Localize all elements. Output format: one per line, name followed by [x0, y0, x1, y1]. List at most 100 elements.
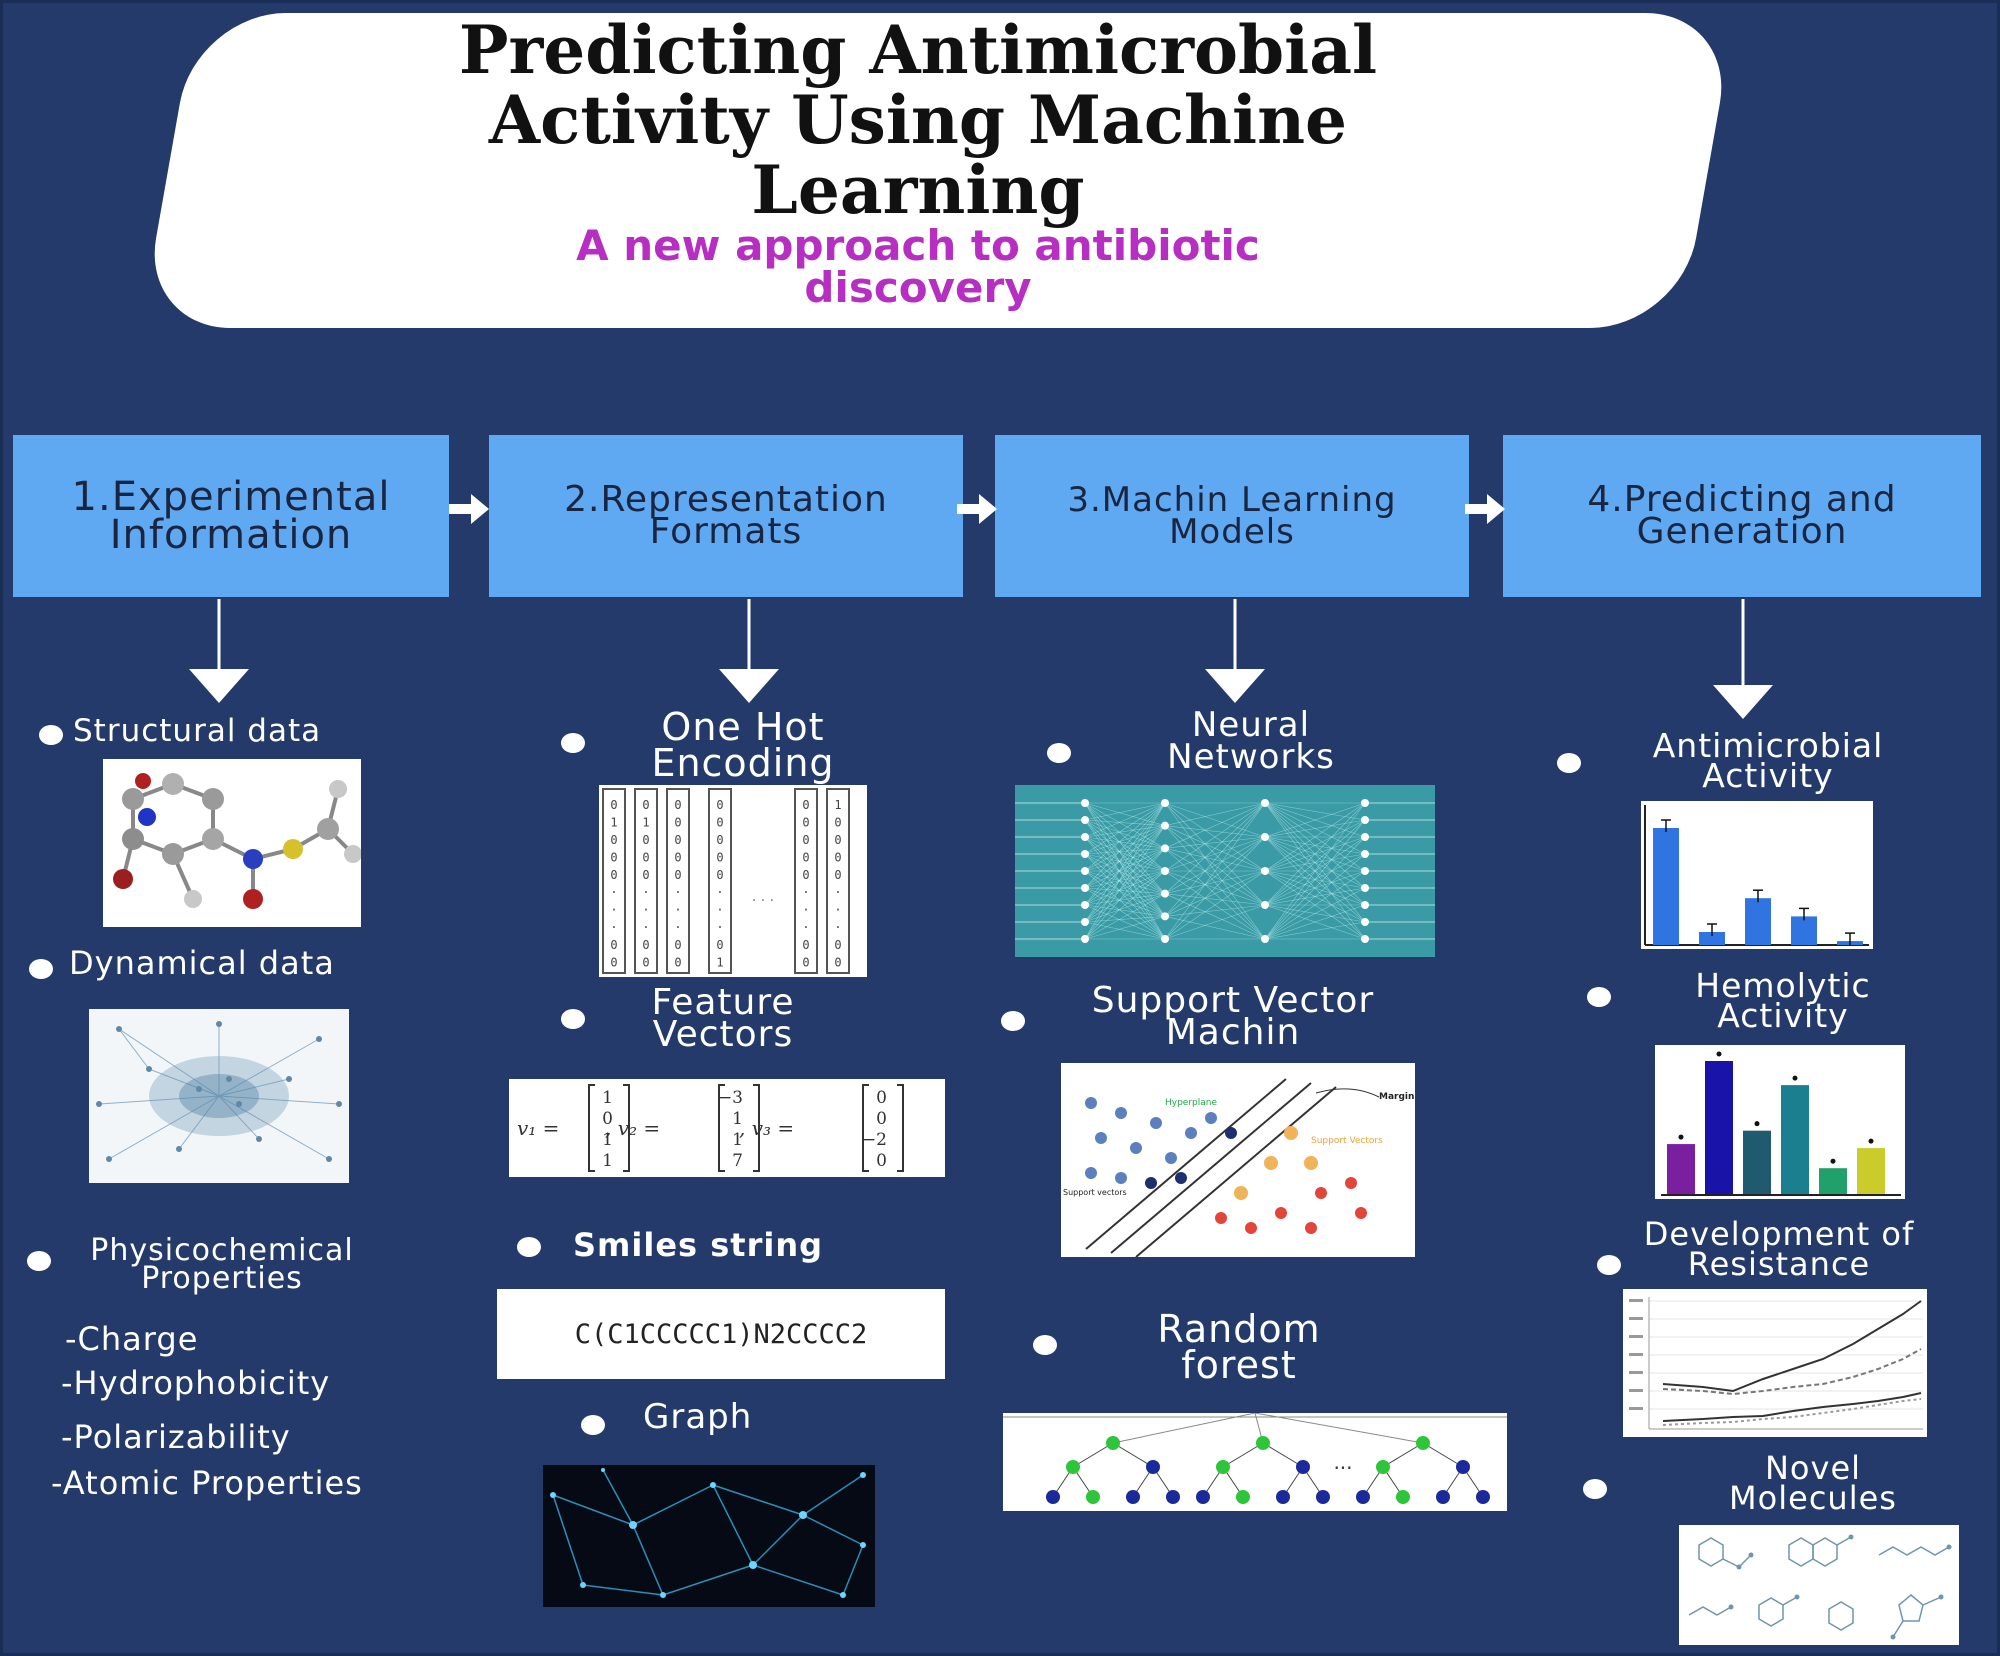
antimicrobial-bar-chart: [1641, 801, 1873, 949]
feature-vectors-label: Feature Vectors: [593, 985, 853, 1055]
poster-title: Predicting Antimicrobial Activity Using …: [253, 15, 1583, 225]
nn-node: [1361, 799, 1369, 807]
one-hot-cell: 0: [610, 798, 617, 812]
rf-node: [1166, 1490, 1180, 1504]
nn-edge: [1084, 819, 1166, 849]
nn-edge: [1084, 802, 1166, 889]
svm-hyperplane-text: Hyperplane: [1165, 1098, 1217, 1108]
rf-root-edge: [1254, 1413, 1424, 1444]
vector-element: 0: [876, 1109, 887, 1129]
one-hot-cell: 0: [642, 956, 649, 970]
rf-node: [1126, 1490, 1140, 1504]
rf-node: [1356, 1490, 1370, 1504]
one-hot-cell: 0: [610, 868, 617, 882]
one-hot-cell: ·: [674, 903, 681, 917]
nn-edge: [1084, 848, 1166, 906]
physico-line-2: Properties: [141, 1261, 303, 1296]
step-box-experimental: 1.Experimental Information: [13, 435, 449, 597]
hem-marker: [1754, 1121, 1760, 1127]
one-hot-cell: 1: [642, 816, 649, 830]
one-hot-cell: 0: [802, 798, 809, 812]
nn-edge: [1264, 802, 1366, 906]
novel-line-2: Molecules: [1729, 1479, 1897, 1517]
rf-node: [1436, 1490, 1450, 1504]
feature-line-2: Vectors: [652, 1014, 794, 1055]
smiles-string-label: Smiles string: [573, 1226, 823, 1264]
nn-edge: [1084, 825, 1166, 872]
nn-edge: [1264, 870, 1366, 940]
nn-edge: [1264, 836, 1366, 940]
nn-edge: [1084, 819, 1166, 826]
vector-element: 1: [732, 1130, 743, 1150]
bullet: [517, 1237, 541, 1257]
nn-node: [1081, 816, 1089, 824]
nn-node: [1161, 935, 1169, 943]
res-line-1: Development of: [1643, 1215, 1915, 1253]
nn-edge: [1264, 802, 1366, 821]
nn-edge: [1084, 848, 1166, 923]
svm-support-vectors-left-text: Support vectors: [1063, 1188, 1127, 1197]
rf-node: [1416, 1436, 1430, 1450]
nn-edge: [1164, 802, 1266, 917]
hem-line-2: Activity: [1717, 996, 1849, 1035]
one-hot-cell: 1: [834, 798, 841, 812]
one-hot-cell: 0: [802, 938, 809, 952]
one-hot-cell: ·: [802, 903, 809, 917]
one-hot-cell: ·: [716, 903, 723, 917]
one-hot-cell: 0: [834, 833, 841, 847]
one-hot-cell: ·: [834, 921, 841, 935]
one-hot-cell: 0: [642, 868, 649, 882]
title-line-2: Activity Using Machine: [488, 81, 1348, 159]
nn-edge: [1264, 853, 1366, 940]
am-bar: [1791, 916, 1817, 945]
one-hot-cell: 0: [674, 938, 681, 952]
poster-subtitle: A new approach to antibiotic discovery: [303, 225, 1533, 309]
nn-node: [1361, 833, 1369, 841]
nn-edge: [1084, 870, 1166, 923]
nn-edge: [1084, 825, 1166, 906]
nn-edge: [1084, 887, 1166, 917]
one-hot-cell: 0: [802, 956, 809, 970]
bullet: [581, 1415, 605, 1435]
nn-edge: [1084, 802, 1166, 838]
vector-element: 7: [732, 1151, 743, 1171]
rf-line-2: forest: [1181, 1343, 1297, 1387]
nn-node: [1361, 816, 1369, 824]
hem-bar: [1705, 1061, 1733, 1195]
step-box-ml-models: 3.Machin Learning Models: [995, 435, 1469, 597]
nn-edge: [1084, 887, 1166, 940]
property-polarizability: -Polarizability: [61, 1418, 291, 1456]
one-hot-cell: ·: [610, 903, 617, 917]
nn-edge: [1164, 802, 1266, 849]
vector-name: v₁ =: [517, 1116, 559, 1140]
bullet: [39, 725, 63, 745]
nn-node: [1261, 901, 1269, 909]
rf-node: [1376, 1460, 1390, 1474]
down-arrow-icon: [189, 599, 249, 703]
one-hot-label: One Hot Encoding: [603, 708, 883, 782]
hem-bar: [1819, 1168, 1847, 1195]
graph-network-image: [543, 1465, 875, 1607]
one-hot-cell: ·: [834, 886, 841, 900]
novel-line-1: Novel: [1764, 1449, 1862, 1487]
property-atomic: -Atomic Properties: [51, 1464, 363, 1502]
one-hot-cell: 0: [610, 851, 617, 865]
nn-node: [1361, 935, 1369, 943]
nn-edge: [1084, 848, 1166, 940]
rf-ellipsis: ···: [1333, 1456, 1352, 1480]
vector-name: , v₃ =: [739, 1116, 794, 1140]
right-arrow-icon: [1465, 494, 1505, 524]
smiles-string-box: C(C1CCCCC1)N2CCCC2: [497, 1289, 945, 1379]
one-hot-cell: 0: [674, 851, 681, 865]
hem-marker: [1868, 1138, 1874, 1144]
nn-edge: [1164, 904, 1266, 917]
nn-line-2: Networks: [1167, 737, 1335, 777]
one-hot-cell: ·: [716, 886, 723, 900]
hem-marker: [1678, 1134, 1684, 1140]
physicochemical-label: Physicochemical Properties: [57, 1236, 387, 1296]
rf-node: [1316, 1490, 1330, 1504]
one-hot-cell: ·: [674, 921, 681, 935]
rf-node: [1146, 1460, 1160, 1474]
vector-element: 1: [602, 1088, 613, 1108]
bullet: [561, 1009, 585, 1029]
